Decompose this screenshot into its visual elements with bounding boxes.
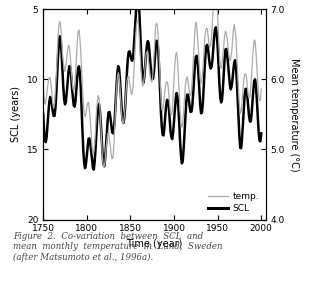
Y-axis label: Mean temperature (°C): Mean temperature (°C) <box>289 57 299 171</box>
Legend: temp., SCL: temp., SCL <box>206 191 261 215</box>
X-axis label: Time (year): Time (year) <box>126 239 183 249</box>
Y-axis label: SCL (years): SCL (years) <box>11 86 21 142</box>
Text: Figure  2.  Co-variation  between  SCL  and
mean  monthly  temperature  in  Lund: Figure 2. Co-variation between SCL and m… <box>13 232 222 262</box>
